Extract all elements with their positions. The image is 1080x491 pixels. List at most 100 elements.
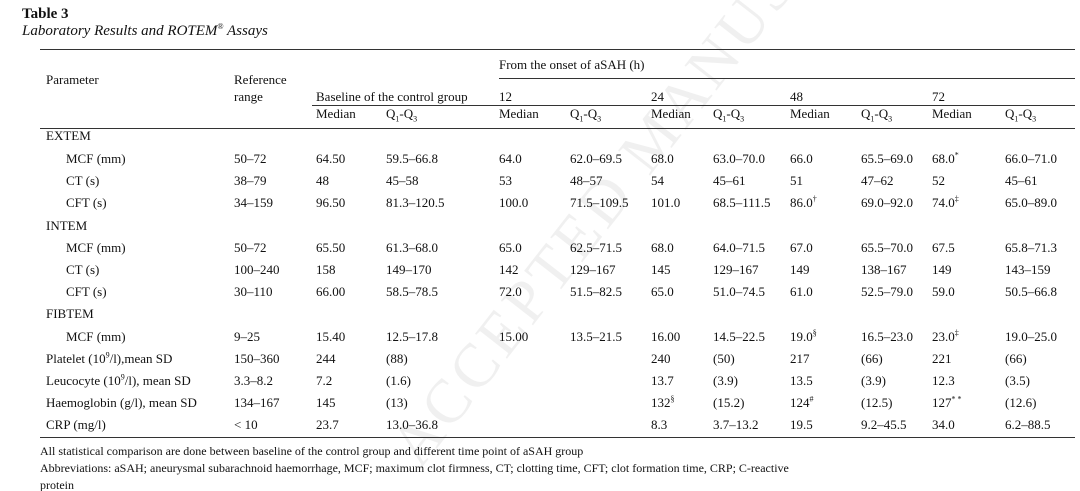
table-cell: 59.0 bbox=[932, 284, 955, 299]
table-cell: 150–360 bbox=[234, 351, 280, 366]
group-label: EXTEM bbox=[46, 128, 91, 143]
table-cell: (13) bbox=[386, 395, 408, 410]
cell-value: 124 bbox=[790, 395, 810, 410]
table-cell: 12.3 bbox=[932, 373, 955, 388]
table-cell: 149 bbox=[790, 262, 810, 277]
table-cell: 221 bbox=[932, 351, 952, 366]
table-cell: 65.0 bbox=[499, 240, 522, 255]
table-cell: 149–170 bbox=[386, 262, 432, 277]
table-cell: 8.3 bbox=[651, 417, 668, 432]
header-timepoint-12: 12 bbox=[499, 89, 512, 104]
header-parameter: Parameter bbox=[46, 72, 99, 87]
significance-mark: # bbox=[809, 394, 814, 404]
table-cell: 100.0 bbox=[499, 195, 529, 210]
table-cell: 143–159 bbox=[1005, 262, 1051, 277]
table-cell: (88) bbox=[386, 351, 408, 366]
table-cell: 127* * bbox=[932, 395, 962, 411]
table-cell: 145 bbox=[316, 395, 336, 410]
table-cell: 3.7–13.2 bbox=[713, 417, 759, 432]
table-cell: 65.5–69.0 bbox=[861, 151, 913, 166]
table-cell: (3.5) bbox=[1005, 373, 1030, 388]
label-text: /l),mean SD bbox=[109, 351, 173, 366]
table-cell: 67.0 bbox=[790, 240, 813, 255]
table-cell: 50–72 bbox=[234, 151, 267, 166]
cell-value: 23.0 bbox=[932, 329, 955, 344]
row-label: MCF (mm) bbox=[66, 329, 126, 344]
table-cell: 45–61 bbox=[1005, 173, 1038, 188]
table-cell: 52 bbox=[932, 173, 945, 188]
table-cell: (12.6) bbox=[1005, 395, 1037, 410]
table-cell: 23.0‡ bbox=[932, 329, 959, 345]
table-cell: 54 bbox=[651, 173, 664, 188]
table-cell: 68.0 bbox=[651, 240, 674, 255]
row-label: CFT (s) bbox=[66, 284, 107, 299]
exponent: 9 bbox=[105, 350, 110, 360]
header-median: Median bbox=[316, 106, 356, 121]
header-q1-q3: Q1-Q3 bbox=[570, 106, 602, 124]
table-cell: 9.2–45.5 bbox=[861, 417, 907, 432]
row-label: CRP (mg/l) bbox=[46, 417, 106, 432]
cell-value: 19.0 bbox=[790, 329, 813, 344]
significance-mark: * bbox=[954, 150, 959, 160]
table-cell: 51 bbox=[790, 173, 803, 188]
table-cell: 149 bbox=[932, 262, 952, 277]
q: Q bbox=[713, 106, 723, 121]
table-cell: 16.00 bbox=[651, 329, 681, 344]
header-q1-q3: Q1-Q3 bbox=[713, 106, 744, 124]
table-cell: 100–240 bbox=[234, 262, 280, 277]
header-onset: From the onset of aSAH (h) bbox=[499, 57, 645, 72]
table-cell: 13.5 bbox=[790, 373, 813, 388]
table-cell: 66.0–71.0 bbox=[1005, 151, 1057, 166]
header-median: Median bbox=[932, 106, 972, 121]
q: Q bbox=[570, 106, 580, 121]
q-sub: 1 bbox=[722, 114, 727, 124]
q: Q bbox=[861, 106, 871, 121]
q-sub: 1 bbox=[579, 114, 584, 124]
table-cell: 74.0‡ bbox=[932, 195, 959, 211]
significance-mark: † bbox=[812, 194, 817, 204]
table-cell: 240 bbox=[651, 351, 671, 366]
table-cell: 129–167 bbox=[713, 262, 759, 277]
header-q1-q3: Q1-Q3 bbox=[386, 106, 417, 124]
table-cell: 7.2 bbox=[316, 373, 333, 388]
q-sub: 1 bbox=[870, 114, 875, 124]
exponent: 9 bbox=[120, 372, 125, 382]
table-cell: (12.5) bbox=[861, 395, 893, 410]
table-cell: 62.5–71.5 bbox=[570, 240, 622, 255]
table-cell: 23.7 bbox=[316, 417, 339, 432]
header-q1-q3: Q1-Q3 bbox=[861, 106, 892, 124]
table-cell: 50–72 bbox=[234, 240, 267, 255]
table-cell: 30–110 bbox=[234, 284, 273, 299]
table-cell: 124# bbox=[790, 395, 814, 411]
significance-mark: § bbox=[670, 394, 675, 404]
table-cell: 138–167 bbox=[861, 262, 907, 277]
registered-mark: ® bbox=[217, 22, 224, 31]
table-cell: 63.0–70.0 bbox=[713, 151, 765, 166]
row-label: MCF (mm) bbox=[66, 240, 126, 255]
table-cell: 134–167 bbox=[234, 395, 280, 410]
q-mid: -Q bbox=[583, 106, 598, 121]
table-cell: 47–62 bbox=[861, 173, 894, 188]
table-cell: 48–57 bbox=[570, 173, 603, 188]
table-cell: 64.0–71.5 bbox=[713, 240, 765, 255]
header-median: Median bbox=[499, 106, 539, 121]
row-label: CT (s) bbox=[66, 262, 100, 277]
table-cell: 51.5–82.5 bbox=[570, 284, 622, 299]
table-cell: (66) bbox=[861, 351, 883, 366]
header-median: Median bbox=[790, 106, 830, 121]
table-cell: 58.5–78.5 bbox=[386, 284, 438, 299]
table-cell: 66.0 bbox=[790, 151, 813, 166]
table-title: Table 3 bbox=[22, 6, 69, 22]
table-cell: 86.0† bbox=[790, 195, 817, 211]
table-cell: 68.5–111.5 bbox=[713, 195, 771, 210]
row-label: MCF (mm) bbox=[66, 151, 126, 166]
q-sub: 1 bbox=[395, 114, 400, 124]
table-cell: (66) bbox=[1005, 351, 1027, 366]
table-cell: 72.0 bbox=[499, 284, 522, 299]
table-cell: 132§ bbox=[651, 395, 675, 411]
cell-value: 86.0 bbox=[790, 195, 813, 210]
table-cell: 59.5–66.8 bbox=[386, 151, 438, 166]
footnote: Abbreviations: aSAH; aneurysmal subarach… bbox=[40, 461, 789, 475]
q-sub: 3 bbox=[597, 114, 602, 124]
